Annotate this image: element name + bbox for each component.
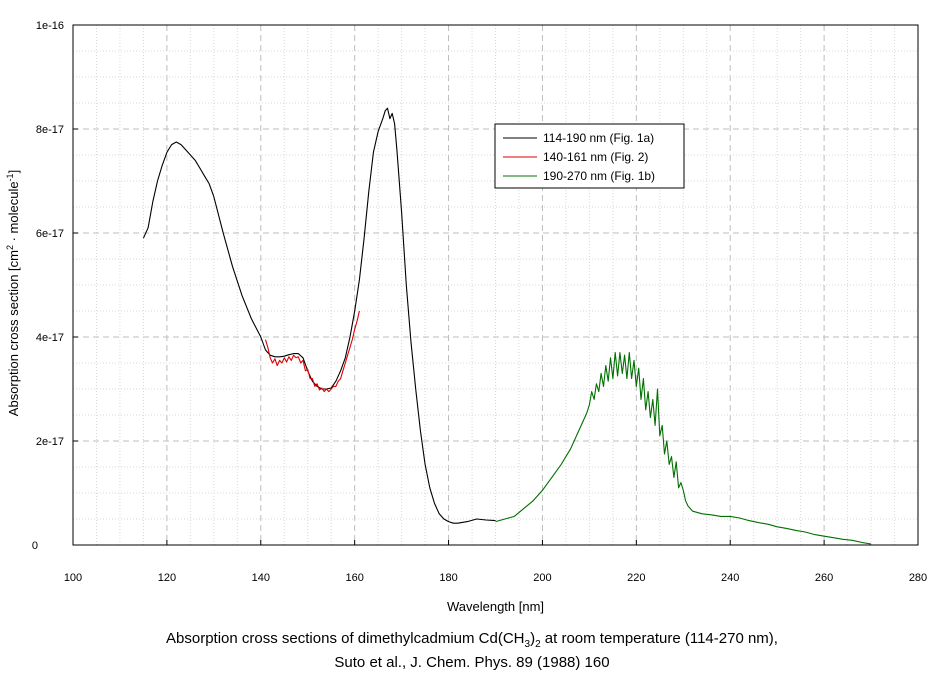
plot-frame bbox=[72, 24, 919, 546]
y-tick-label: 1e-16 bbox=[36, 20, 64, 32]
x-tick-label: 120 bbox=[158, 572, 176, 584]
series-line-2 bbox=[264, 310, 360, 393]
y-tick-label: 2e-17 bbox=[36, 436, 64, 448]
series-lines bbox=[142, 107, 872, 545]
x-tick-label: 260 bbox=[815, 572, 833, 584]
absorption-chart: 100 120 140 160 180 200 220 240 260 280 0 2e-17 4e-… bbox=[5, 20, 927, 614]
x-axis-label: Wavelength [nm] bbox=[447, 599, 544, 614]
y-axis-label: Absorption cross section [cm2 · molecule… bbox=[5, 170, 21, 416]
y-tick-labels: 0 2e-17 4e-17 6e-17 8e-17 1e-16 bbox=[32, 20, 64, 552]
legend-label: 140-161 nm (Fig. 2) bbox=[543, 150, 648, 164]
y-tick-label: 6e-17 bbox=[36, 228, 64, 240]
x-tick-label: 220 bbox=[627, 572, 645, 584]
legend: 114-190 nm (Fig. 1a) 140-161 nm (Fig. 2) 1… bbox=[494, 123, 685, 189]
y-tick-label: 8e-17 bbox=[36, 124, 64, 136]
x-tick-labels: 100 120 140 160 180 200 220 240 260 280 bbox=[64, 572, 927, 584]
x-tick-label: 280 bbox=[909, 572, 927, 584]
axis-ticks bbox=[72, 24, 919, 546]
caption-line-2: Suto et al., J. Chem. Phys. 89 (1988) 16… bbox=[334, 654, 610, 671]
series-line-3 bbox=[495, 352, 872, 545]
x-tick-label: 200 bbox=[533, 572, 551, 584]
x-tick-label: 180 bbox=[439, 572, 457, 584]
caption-line-1: Absorption cross sections of dimethylcad… bbox=[166, 630, 778, 650]
x-tick-label: 100 bbox=[64, 572, 82, 584]
legend-label: 190-270 nm (Fig. 1b) bbox=[543, 169, 655, 183]
x-tick-label: 140 bbox=[252, 572, 270, 584]
legend-label: 114-190 nm (Fig. 1a) bbox=[543, 131, 654, 145]
grid bbox=[73, 25, 918, 545]
y-tick-label: 0 bbox=[32, 540, 38, 552]
x-tick-label: 240 bbox=[721, 572, 739, 584]
x-tick-label: 160 bbox=[345, 572, 363, 584]
legend-box bbox=[494, 123, 685, 189]
y-tick-label: 4e-17 bbox=[36, 332, 64, 344]
series-line-1 bbox=[142, 107, 496, 524]
